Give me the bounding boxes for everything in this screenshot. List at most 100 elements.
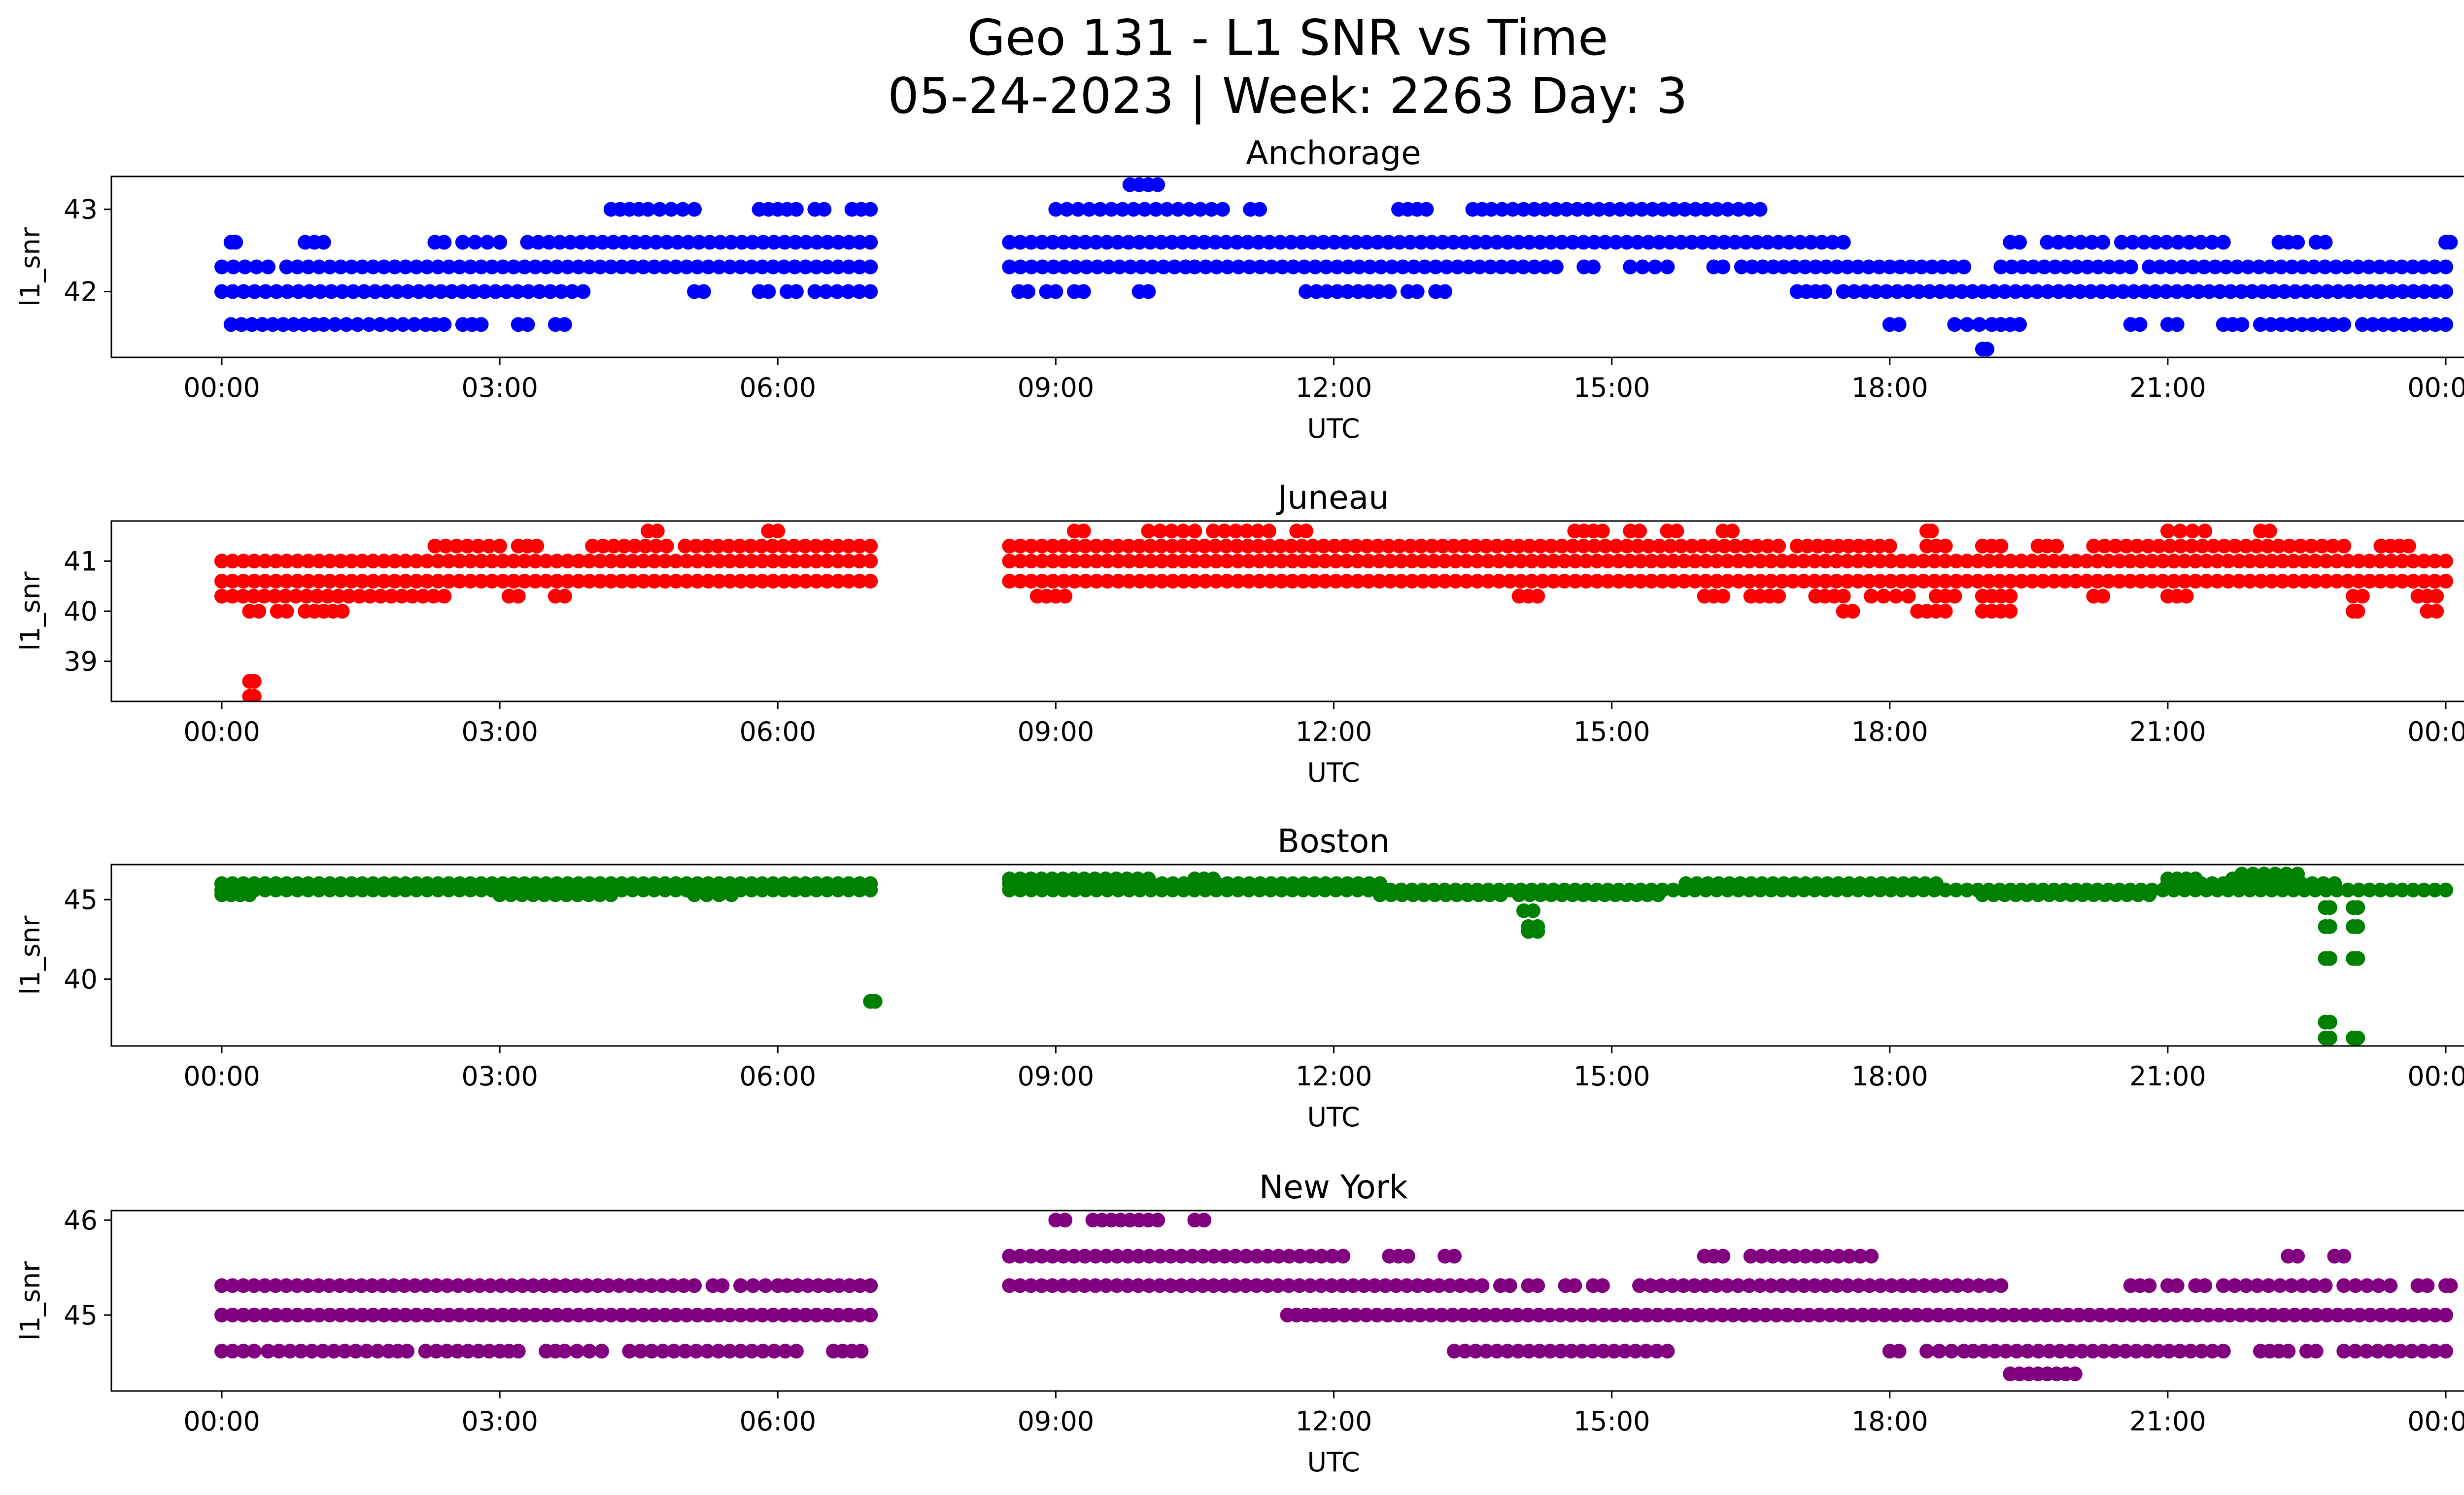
data-point — [279, 574, 294, 589]
data-point — [1942, 1307, 1957, 1322]
data-point — [1546, 574, 1561, 589]
data-point — [2294, 317, 2310, 332]
data-point — [712, 259, 727, 275]
data-point — [798, 574, 813, 589]
data-point — [2107, 1344, 2122, 1359]
data-point — [474, 876, 489, 891]
data-point — [493, 1278, 509, 1293]
data-point — [2144, 554, 2159, 569]
data-point — [734, 235, 750, 250]
data-point — [1384, 259, 1400, 275]
data-point — [2169, 1278, 2185, 1293]
data-point — [647, 876, 662, 891]
data-point — [290, 876, 305, 891]
data-point — [2416, 574, 2431, 589]
data-point — [2047, 554, 2062, 569]
data-point — [429, 1344, 444, 1359]
data-point — [1884, 1278, 1899, 1293]
data-point — [2024, 574, 2040, 589]
data-point — [715, 1278, 730, 1293]
data-point — [1307, 876, 1322, 891]
data-point — [1715, 1307, 1730, 1322]
data-point — [539, 259, 554, 275]
data-point — [1546, 882, 1561, 898]
data-point — [700, 1344, 715, 1359]
data-point — [1663, 235, 1678, 250]
data-point — [1641, 235, 1656, 250]
data-point — [1565, 538, 1580, 554]
data-point — [1857, 284, 1873, 299]
data-point — [2172, 523, 2188, 539]
data-point — [236, 574, 251, 589]
data-point — [1820, 876, 1835, 891]
data-point — [1829, 554, 1844, 569]
data-point — [2362, 574, 2377, 589]
data-point — [1635, 259, 1650, 275]
data-point — [236, 876, 251, 891]
data-point — [322, 574, 338, 589]
data-point — [304, 1344, 319, 1359]
data-point — [2406, 284, 2421, 299]
data-point — [1362, 876, 1377, 891]
data-point — [272, 1344, 287, 1359]
data-point — [1754, 1249, 1769, 1264]
data-point — [1394, 574, 1409, 589]
data-point — [2101, 554, 2116, 569]
data-point — [2305, 876, 2320, 891]
data-point — [2095, 235, 2111, 250]
data-point — [1424, 538, 1439, 554]
data-point — [2017, 1307, 2032, 1322]
data-point — [2438, 882, 2453, 898]
data-point — [1532, 1344, 1547, 1359]
data-point — [1432, 1278, 1447, 1293]
data-point — [1527, 202, 1542, 217]
data-point — [366, 1307, 381, 1322]
data-point — [1924, 523, 1939, 539]
data-point — [441, 574, 456, 589]
data-point — [1002, 235, 1017, 250]
data-point — [1505, 259, 1520, 275]
data-point — [1687, 574, 1703, 589]
data-point — [355, 554, 370, 569]
data-point — [1928, 876, 1944, 891]
data-point — [1688, 202, 1703, 217]
data-point — [2122, 554, 2138, 569]
x-tick-label: 06:00 — [739, 1061, 816, 1092]
data-point — [2384, 554, 2399, 569]
data-point — [2384, 882, 2399, 898]
data-point — [275, 317, 291, 332]
data-point — [2048, 259, 2063, 275]
data-point — [1595, 1278, 1610, 1293]
data-point — [2252, 259, 2267, 275]
data-point — [614, 259, 629, 275]
data-point — [2071, 1307, 2087, 1322]
data-point — [466, 284, 481, 299]
data-point — [468, 235, 482, 250]
data-point — [1477, 1307, 1493, 1322]
data-point — [1249, 1249, 1265, 1264]
data-point — [2084, 235, 2099, 250]
data-point — [549, 259, 565, 275]
data-point — [1307, 259, 1323, 275]
data-point — [590, 1278, 605, 1293]
data-point — [2014, 882, 2029, 898]
data-point — [376, 554, 392, 569]
data-point — [1959, 317, 1975, 332]
x-tick-label: 15:00 — [1574, 1061, 1650, 1092]
data-point — [1359, 1307, 1374, 1322]
data-point — [439, 1344, 454, 1359]
data-point — [679, 554, 694, 569]
data-point — [1495, 202, 1509, 217]
data-point — [1058, 589, 1073, 604]
data-point — [679, 1307, 694, 1322]
data-point — [1448, 574, 1463, 589]
data-point — [1949, 574, 1964, 589]
data-point — [1066, 871, 1081, 887]
data-point — [1927, 554, 1942, 569]
data-point — [1078, 538, 1093, 554]
data-point — [2284, 317, 2299, 332]
data-point — [571, 574, 586, 589]
data-point — [1335, 1249, 1351, 1264]
data-point — [809, 1307, 824, 1322]
data-point — [1947, 317, 1962, 332]
